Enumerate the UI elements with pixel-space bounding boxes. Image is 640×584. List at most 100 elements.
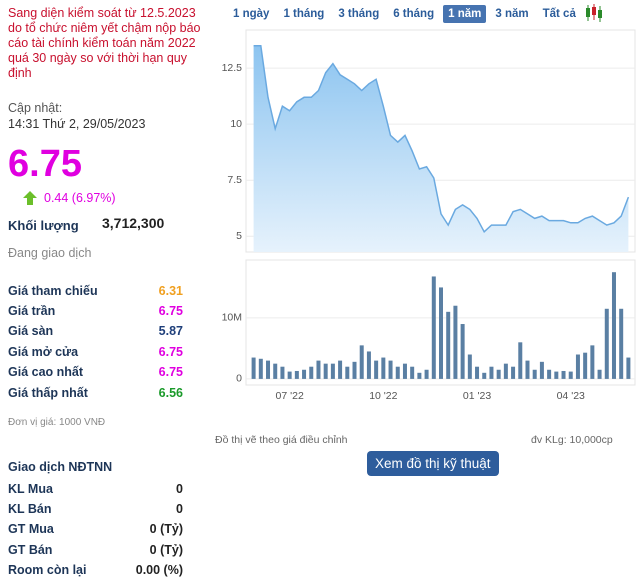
footnote-right: đv KLg: 10,000cp — [531, 434, 613, 446]
volume-bar — [316, 360, 321, 379]
row-value: 0.00 (%) — [135, 563, 183, 577]
range-tab[interactable]: Tất cả — [542, 8, 576, 20]
volume-bar — [266, 360, 271, 379]
volume-label: Khối lượng — [8, 218, 79, 233]
x-tick-label: 10 '22 — [369, 390, 397, 402]
table-row: Giá cao nhất 6.75 — [8, 365, 183, 379]
row-value: 6.31 — [158, 284, 183, 298]
volume-bar — [575, 354, 580, 379]
updated-label: Cập nhật: — [8, 101, 63, 115]
volume-bar — [503, 363, 508, 379]
unit-note: Đơn vị giá: 1000 VNĐ — [8, 417, 106, 428]
row-value: 0 (Tỷ) — [149, 543, 183, 557]
y-tick-label: 5 — [236, 230, 242, 242]
volume-bar — [352, 361, 357, 379]
up-arrow — [23, 191, 37, 205]
volume-bar — [402, 363, 407, 379]
volume-bar — [359, 345, 364, 379]
y-tick-label: 7.5 — [227, 174, 242, 186]
updated-time: 14:31 Thứ 2, 29/05/2023 — [8, 117, 146, 131]
y-tick-label: 10 — [230, 118, 242, 130]
volume-bar — [568, 371, 573, 379]
volume-bar — [518, 342, 523, 379]
row-value: 5.87 — [158, 324, 183, 338]
volume-bar — [439, 287, 443, 379]
table-row: Giá sàn 5.87 — [8, 324, 183, 338]
volume-bar — [287, 371, 292, 379]
volume-bar — [280, 366, 285, 379]
volume-bar — [388, 360, 393, 379]
row-label: Room còn lại — [8, 563, 87, 577]
y-tick-label: 10M — [222, 312, 242, 324]
range-tab[interactable]: 3 tháng — [338, 8, 380, 20]
volume-bar — [453, 305, 458, 379]
table-row: GT Bán 0 (Tỷ) — [8, 543, 183, 557]
volume-bar — [374, 360, 379, 379]
y-tick-label: 12.5 — [222, 62, 243, 74]
range-tab[interactable]: 1 năm — [443, 5, 487, 23]
volume-bar — [489, 366, 494, 379]
table-row: Giá trần 6.75 — [8, 304, 183, 318]
x-tick-label: 04 '23 — [557, 390, 585, 402]
status: Đang giao dịch — [8, 246, 92, 260]
range-tabs: 1 ngày 1 tháng 3 tháng 6 tháng 1 năm 3 năm Tất… — [228, 5, 581, 23]
price-area — [253, 45, 629, 253]
volume-bar — [525, 360, 530, 379]
volume-bar — [511, 366, 516, 379]
range-tab[interactable]: 3 năm — [495, 8, 529, 20]
y-tick-label: 0 — [236, 373, 242, 385]
row-value: 6.75 — [158, 365, 183, 379]
price-line — [253, 44, 630, 234]
row-label: Giá trần — [8, 304, 56, 318]
volume-bar — [597, 369, 602, 379]
volume-bar — [294, 370, 299, 379]
volume-bar — [583, 352, 588, 379]
charts: 5 7.5 10 12.5 0 10M 07 '22 10 '22 01 '23 04 '23 — [222, 29, 636, 402]
volume: 3,712,300 — [102, 215, 165, 231]
volume-bar — [590, 345, 595, 379]
volume-bar — [395, 366, 400, 379]
row-label: Giá thấp nhất — [8, 386, 88, 400]
table-row: KL Bán 0 — [8, 502, 183, 516]
volume-bar — [431, 276, 436, 379]
price-change: 0.44 (6.97%) — [44, 191, 116, 205]
volume-bar — [338, 360, 343, 379]
volume-bar — [539, 361, 544, 379]
notice: Sang diện kiểm soát từ 12.5.2023 do tổ c… — [8, 6, 201, 80]
row-value: 0 — [176, 482, 183, 496]
row-label: KL Mua — [8, 482, 53, 496]
volume-bar — [258, 358, 263, 379]
table-row: GT Mua 0 (Tỷ) — [8, 522, 183, 536]
volume-bar — [273, 363, 278, 379]
volume-bar — [302, 369, 307, 379]
volume-bar — [309, 366, 314, 379]
row-label: Giá sàn — [8, 324, 54, 338]
volume-bar — [460, 324, 465, 379]
volume-bar — [475, 366, 480, 379]
row-value: 6.75 — [158, 304, 183, 318]
volume-bar — [604, 308, 609, 379]
volume-bar — [330, 363, 335, 379]
volume-bar — [366, 351, 371, 379]
row-label: GT Mua — [8, 522, 54, 536]
table-row: Giá thấp nhất 6.56 — [8, 386, 183, 400]
volume-bar — [626, 357, 631, 379]
volume-bar — [345, 366, 350, 379]
row-label: Giá cao nhất — [8, 365, 84, 379]
candle-icon[interactable] — [583, 3, 605, 23]
volume-bar — [619, 308, 624, 379]
range-tab[interactable]: 1 tháng — [283, 8, 325, 20]
volume-bar — [417, 372, 422, 379]
row-value: 6.56 — [158, 386, 183, 400]
x-tick-label: 07 '22 — [276, 390, 304, 402]
tech-chart-button[interactable]: Xem đồ thị kỹ thuật — [367, 451, 499, 476]
table-row: KL Mua 0 — [8, 482, 183, 496]
volume-bar — [496, 369, 501, 379]
foreign-title: Giao dịch NĐTNN — [8, 460, 113, 474]
row-value: 0 — [176, 502, 183, 516]
range-tab[interactable]: 1 ngày — [233, 8, 270, 20]
row-value: 0 (Tỷ) — [149, 522, 183, 536]
row-label: Giá tham chiếu — [8, 284, 98, 298]
range-tab[interactable]: 6 tháng — [393, 8, 435, 20]
